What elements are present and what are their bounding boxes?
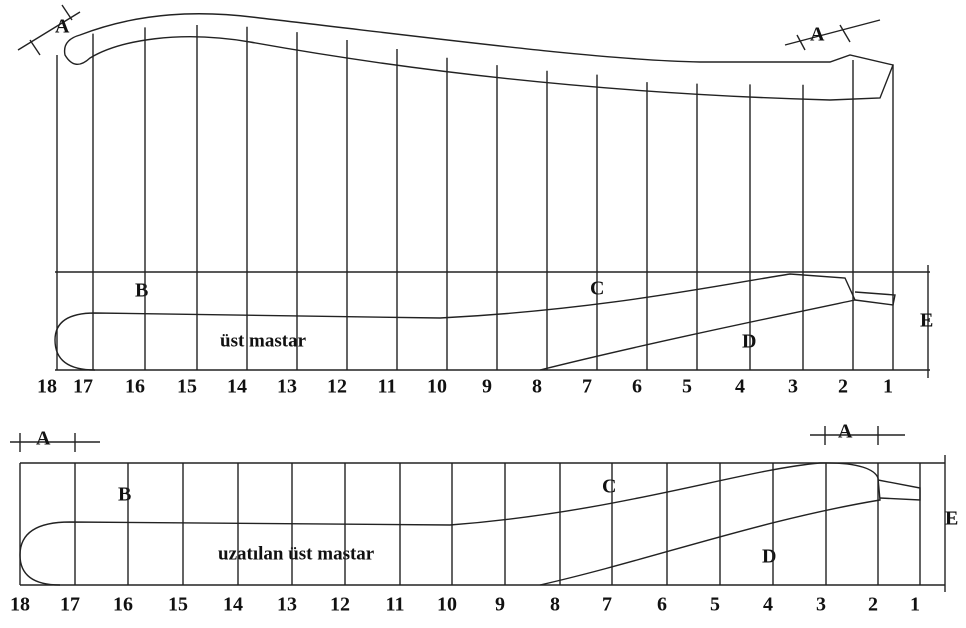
station-label: 4 [763,594,773,616]
station-label: 12 [327,376,347,398]
label-a: A [36,428,51,450]
station-label: 12 [330,594,350,616]
drawing: A A B C D E üst mastar A A B C D E uzatı… [0,0,966,628]
station-label: 2 [868,594,878,616]
station-label: 13 [277,594,297,616]
station-label: 4 [735,376,745,398]
station-label: 18 [10,594,30,616]
dim-a [18,5,880,55]
tip [878,480,920,500]
station-label: 3 [788,376,798,398]
label-b: B [118,484,131,506]
station-label: 8 [532,376,542,398]
station-label: 14 [223,594,243,616]
station-label: 7 [602,594,612,616]
station-label: 11 [386,594,405,616]
station-label: 2 [838,376,848,398]
station-label: 18 [37,376,57,398]
caption: uzatılan üst mastar [218,543,375,564]
label-e: E [945,508,958,530]
station-label: 1 [910,594,920,616]
template [20,463,880,585]
bottom-drawing: A A B C D E uzatılan üst mastar [10,421,958,592]
station-label: 7 [582,376,592,398]
station-label: 9 [495,594,505,616]
outline [65,14,893,100]
label-e: E [920,310,933,332]
station-label: 11 [378,376,397,398]
station-label: 1 [883,376,893,398]
label-d: D [742,331,756,353]
station-label: 6 [657,594,667,616]
station-label: 14 [227,376,247,398]
station-label: 3 [816,594,826,616]
station-label: 16 [113,594,133,616]
station-label: 5 [682,376,692,398]
tip [855,292,895,305]
top-drawing: A A B C D E üst mastar [18,5,933,378]
station-label: 5 [710,594,720,616]
station-label: 17 [60,594,80,616]
station-label: 9 [482,376,492,398]
template [55,274,855,370]
station-label: 10 [427,376,447,398]
label-d: D [762,546,776,568]
label-a: A [838,421,853,443]
station-label: 13 [277,376,297,398]
station-label: 10 [437,594,457,616]
caption: üst mastar [220,330,307,351]
station-label: 16 [125,376,145,398]
label-a: A [810,24,825,46]
station-label: 17 [73,376,93,398]
label-c: C [602,476,616,498]
dim-a [10,426,905,452]
station-label: 6 [632,376,642,398]
label-b: B [135,280,148,302]
label-a: A [55,16,70,38]
station-label: 15 [177,376,197,398]
station-label: 8 [550,594,560,616]
station-label: 15 [168,594,188,616]
